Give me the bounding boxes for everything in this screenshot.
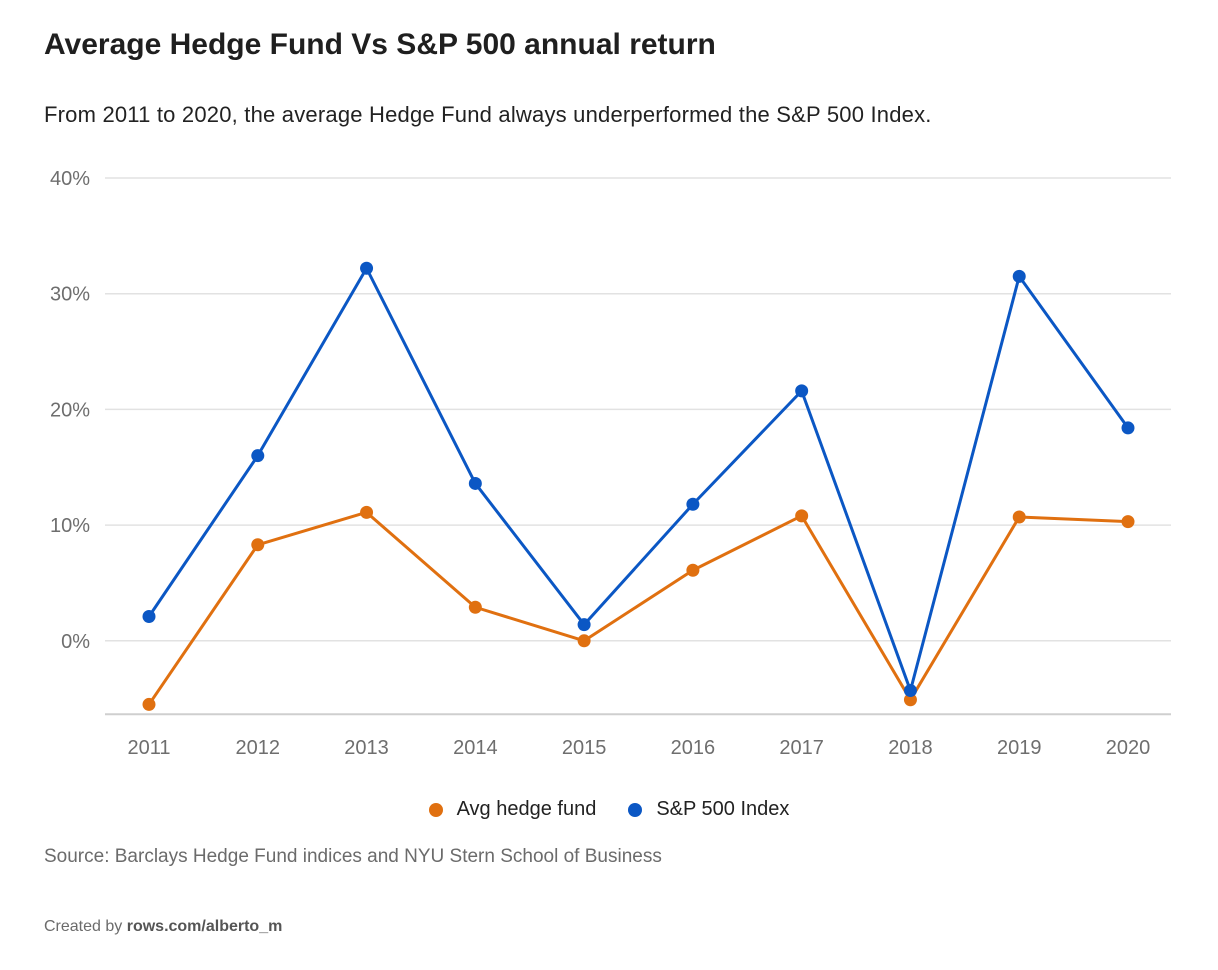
series-line-sp500 (147, 266, 1130, 693)
x-tick-label: 2012 (236, 737, 281, 759)
data-point-sp500-2011[interactable] (142, 610, 156, 624)
data-point-sp500-2012[interactable] (251, 449, 265, 463)
data-point-sp500-2020[interactable] (1121, 421, 1135, 435)
legend-item-sp500[interactable]: S&P 500 Index (628, 798, 789, 821)
data-point-sp500-2014[interactable] (468, 476, 482, 490)
y-tick-label: 40% (50, 168, 90, 190)
line-chart: 0%10%20%30%40% 2011 2012 2013 2014 2015 2016 2… (50, 168, 1171, 759)
data-point-hedge-fund-2016[interactable] (686, 563, 700, 577)
credit-line: Created by rows.com/alberto_m (44, 918, 282, 936)
x-axis-labels: 2011 2012 2013 2014 2015 2016 2017 2018 2019 2020 (127, 737, 1150, 759)
x-tick-label: 2020 (1106, 737, 1151, 759)
chart-title: Average Hedge Fund Vs S&P 500 annual ret… (44, 28, 716, 61)
data-point-hedge-fund-2011[interactable] (142, 697, 156, 711)
y-axis-labels: 0% 10% 20% 30% 40% (50, 168, 90, 653)
chart-subtitle: From 2011 to 2020, the average Hedge Fun… (44, 102, 932, 127)
legend-label-hedge-fund: Avg hedge fund (456, 798, 597, 820)
data-point-hedge-fund-2014[interactable] (468, 600, 482, 614)
data-point-hedge-fund-2012[interactable] (251, 538, 265, 552)
series-layer (142, 261, 1135, 711)
data-point-sp500-2013[interactable] (360, 261, 374, 275)
x-tick-label: 2016 (671, 737, 716, 759)
data-point-sp500-2017[interactable] (795, 384, 809, 398)
x-tick-label: 2014 (453, 737, 498, 759)
data-point-hedge-fund-2018[interactable] (903, 693, 917, 707)
data-point-hedge-fund-2015[interactable] (577, 634, 591, 648)
y-tick-label: 10% (50, 515, 90, 537)
source-note: Source: Barclays Hedge Fund indices and … (44, 846, 662, 867)
x-tick-label: 2019 (997, 737, 1042, 759)
data-point-hedge-fund-2013[interactable] (360, 505, 374, 519)
y-tick-label: 20% (50, 399, 90, 421)
data-point-sp500-2016[interactable] (686, 497, 700, 511)
legend: Avg hedge fund S&P 500 Index (0, 798, 1218, 821)
grid-layer (105, 177, 1171, 716)
x-tick-label: 2017 (779, 737, 824, 759)
credit-prefix: Created by (44, 918, 123, 935)
series-line-hedge-fund (147, 510, 1130, 706)
x-tick-label: 2015 (562, 737, 607, 759)
legend-item-hedge-fund[interactable]: Avg hedge fund (428, 798, 597, 821)
data-point-hedge-fund-2020[interactable] (1121, 515, 1135, 529)
data-point-sp500-2018[interactable] (903, 684, 917, 698)
legend-label-sp500: S&P 500 Index (656, 798, 790, 820)
data-point-hedge-fund-2017[interactable] (795, 509, 809, 523)
x-tick-label: 2018 (888, 737, 933, 759)
credit-link[interactable]: rows.com/alberto_m (126, 918, 283, 935)
y-tick-label: 0% (61, 631, 90, 653)
legend-swatch-sp500 (628, 802, 643, 817)
y-tick-label: 30% (50, 284, 90, 306)
data-point-hedge-fund-2019[interactable] (1012, 510, 1026, 524)
x-tick-label: 2013 (344, 737, 389, 759)
data-point-sp500-2015[interactable] (577, 618, 591, 632)
data-point-sp500-2019[interactable] (1012, 269, 1026, 283)
legend-swatch-hedge-fund (428, 802, 443, 817)
x-tick-label: 2011 (127, 737, 170, 759)
